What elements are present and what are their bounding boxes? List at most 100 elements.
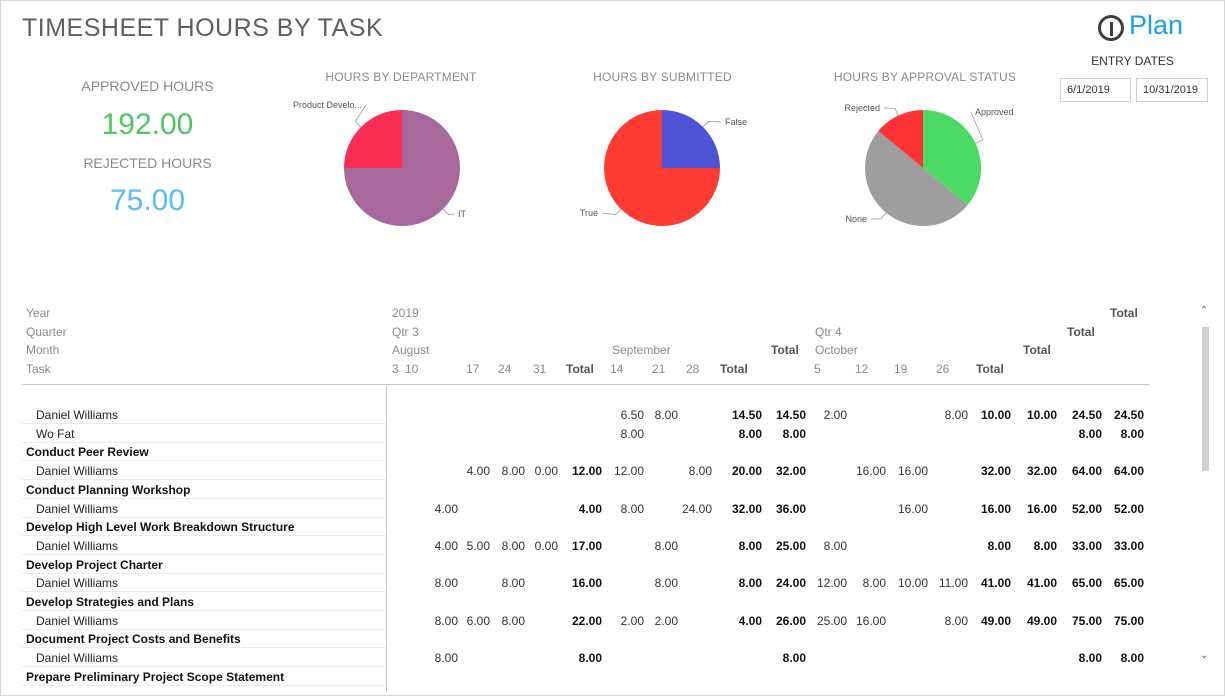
matrix-cell: 25.00	[816, 613, 847, 628]
week-column-header[interactable]: 19	[894, 362, 908, 376]
year-2019-header[interactable]: 2019	[392, 306, 419, 320]
matrix-cell: 8.00	[738, 538, 762, 553]
week-column-header[interactable]: 5	[814, 362, 821, 376]
task-detail-row[interactable]: Wo Fat 8.00 8.00 8.00 8.00 8.00	[22, 425, 1150, 443]
matrix-cell: 8.00	[1078, 651, 1102, 666]
submitted-pie-chart[interactable]: False True	[560, 95, 770, 240]
week-column-header[interactable]: 10	[405, 362, 419, 376]
month-total-column-header[interactable]: Total	[976, 362, 1004, 376]
task-detail-row[interactable]: Daniel Williams 8.00 6.00 8.00 22.00 2.00 2.00…	[22, 612, 1150, 630]
matrix-cell: 17.00	[571, 538, 602, 553]
entry-date-start-input[interactable]: 6/1/2019	[1060, 78, 1131, 102]
matrix-cell: 16.00	[855, 464, 886, 479]
approval-pie-chart[interactable]: Approved None Rejected	[825, 95, 1035, 240]
task-group-row[interactable]: Conduct Peer Review	[22, 443, 1150, 462]
matrix-cell: 8.00	[501, 538, 525, 553]
matrix-cell: 8.00	[688, 464, 712, 479]
matrix-cell: 10.00	[980, 408, 1011, 422]
week-column-header[interactable]: 21	[652, 362, 666, 376]
row-separator	[22, 497, 386, 499]
task-group-row[interactable]: Conduct Planning Workshop	[22, 481, 1150, 499]
task-group-row[interactable]: Develop High Level Work Breakdown Struct…	[22, 518, 1150, 537]
week-column-header[interactable]: 14	[610, 362, 624, 376]
week-column-header[interactable]: 28	[686, 362, 700, 376]
week-column-header[interactable]: 12	[855, 362, 869, 376]
matrix-cell: 0.00	[534, 538, 558, 553]
scroll-up-icon[interactable]: ⌃	[1200, 305, 1209, 316]
matrix-cell: 75.00	[1071, 613, 1102, 628]
dept-pie-chart[interactable]: IT Product Develo...	[280, 95, 490, 240]
task-detail-row[interactable]: Daniel Williams 4.00 4.00 8.00 24.00 32.00 36.…	[22, 500, 1150, 518]
pie-leader-line	[870, 212, 887, 220]
dept-chart-title: HOURS BY DEPARTMENT	[325, 70, 477, 84]
august-header[interactable]: August	[392, 343, 430, 357]
row-separator	[22, 684, 386, 686]
pie-slice-rejected[interactable]	[878, 110, 923, 168]
matrix-cell: 16.00	[1026, 501, 1057, 516]
task-group-row[interactable]: Prepare Preliminary Project Scope Statem…	[22, 668, 1150, 686]
task-name: Conduct Peer Review	[26, 445, 149, 460]
pie-slice-none[interactable]	[865, 131, 968, 226]
task-name: Prepare Preliminary Project Scope Statem…	[26, 669, 285, 684]
september-header[interactable]: September	[612, 343, 671, 357]
matrix-cell: 8.00	[654, 408, 678, 422]
task-detail-row[interactable]: Daniel Williams 6.50 8.00 14.50 14.50 2.00 8.0…	[22, 406, 1150, 424]
matrix-cell: 2.00	[654, 613, 678, 628]
matrix-cell: 8.00	[823, 538, 847, 553]
october-header[interactable]: October	[815, 343, 858, 357]
matrix-cell: 8.00	[782, 426, 806, 441]
qtr4-header[interactable]: Qtr 4	[815, 325, 842, 339]
week-column-header[interactable]: 3	[392, 362, 399, 376]
matrix-cell: 64.00	[1113, 464, 1144, 479]
matrix-cell: 32.00	[731, 501, 762, 516]
logo-text: Plan	[1129, 10, 1184, 40]
task-detail-row[interactable]: Daniel Williams 4.00 8.00 0.00 12.00 12.00 8.0…	[22, 462, 1150, 481]
pie-label: None	[845, 214, 867, 224]
matrix-cell: 49.00	[980, 613, 1011, 628]
task-detail-row[interactable]: Daniel Williams 8.00 8.00 8.00 8.00 8.00	[22, 649, 1150, 668]
matrix-cell: 20.00	[731, 464, 762, 479]
scroll-thumb[interactable]	[1202, 327, 1209, 471]
week-column-header[interactable]: 17	[466, 362, 480, 376]
task-group-row[interactable]: Develop Strategies and Plans	[22, 593, 1150, 611]
pie-slice-approved[interactable]	[923, 110, 981, 205]
approval-chart-title: HOURS BY APPROVAL STATUS	[833, 70, 1017, 84]
task-detail-row[interactable]: Daniel Williams 8.00 8.00 16.00 8.00 8.00 24.0…	[22, 574, 1150, 593]
task-detail-row[interactable]: Daniel Williams 4.00 5.00 8.00 0.00 17.00 8.00…	[22, 537, 1150, 555]
resource-name: Daniel Williams	[36, 464, 119, 479]
matrix-cell: 75.00	[1113, 613, 1144, 628]
pie-leader-line	[883, 107, 899, 116]
matrix-cell: 8.00	[782, 651, 806, 666]
matrix-cell: 10.00	[1026, 408, 1057, 422]
pie-slice-product-develo[interactable]	[344, 110, 402, 168]
grand-total-header: Total	[1110, 306, 1138, 320]
entry-date-end-input[interactable]: 10/31/2019	[1136, 78, 1208, 102]
row-separator	[22, 591, 386, 593]
matrix-cell: 8.00	[738, 576, 762, 591]
pie-leader-line	[442, 208, 455, 216]
month-total-column-header[interactable]: Total	[720, 362, 748, 376]
scroll-down-icon[interactable]: ⌄	[1200, 650, 1209, 661]
matrix-cell: 41.00	[1026, 576, 1057, 591]
matrix-cell: 10.00	[897, 576, 928, 591]
task-name: Conduct Planning Workshop	[26, 482, 191, 497]
pie-slice-true[interactable]	[604, 110, 720, 226]
pie-slice-false[interactable]	[662, 110, 720, 168]
matrix-cell: 4.00	[578, 501, 602, 516]
week-column-header[interactable]: 24	[498, 362, 512, 376]
matrix-cell: 2.00	[823, 408, 847, 422]
matrix-cell: 4.00	[738, 613, 762, 628]
resource-name: Daniel Williams	[36, 576, 119, 591]
week-column-header[interactable]: 26	[936, 362, 950, 376]
week-column-header[interactable]: 31	[533, 362, 547, 376]
entry-dates-label: ENTRY DATES	[1091, 54, 1174, 68]
pie-leader-line	[702, 120, 722, 128]
month-total-column-header[interactable]: Total	[566, 362, 594, 376]
qtr3-header[interactable]: Qtr 3	[392, 325, 419, 339]
timesheet-matrix: Year Quarter Month Task 2019 Qtr 3 Qtr 4…	[22, 300, 1152, 692]
matrix-cell: 25.00	[775, 538, 806, 553]
task-group-row[interactable]: Develop Project Charter	[22, 556, 1150, 574]
matrix-cell: 16.00	[571, 576, 602, 591]
task-group-row[interactable]: Document Project Costs and Benefits	[22, 630, 1150, 649]
matrix-scrollbar[interactable]: ⌃ ⌄	[1198, 305, 1212, 665]
